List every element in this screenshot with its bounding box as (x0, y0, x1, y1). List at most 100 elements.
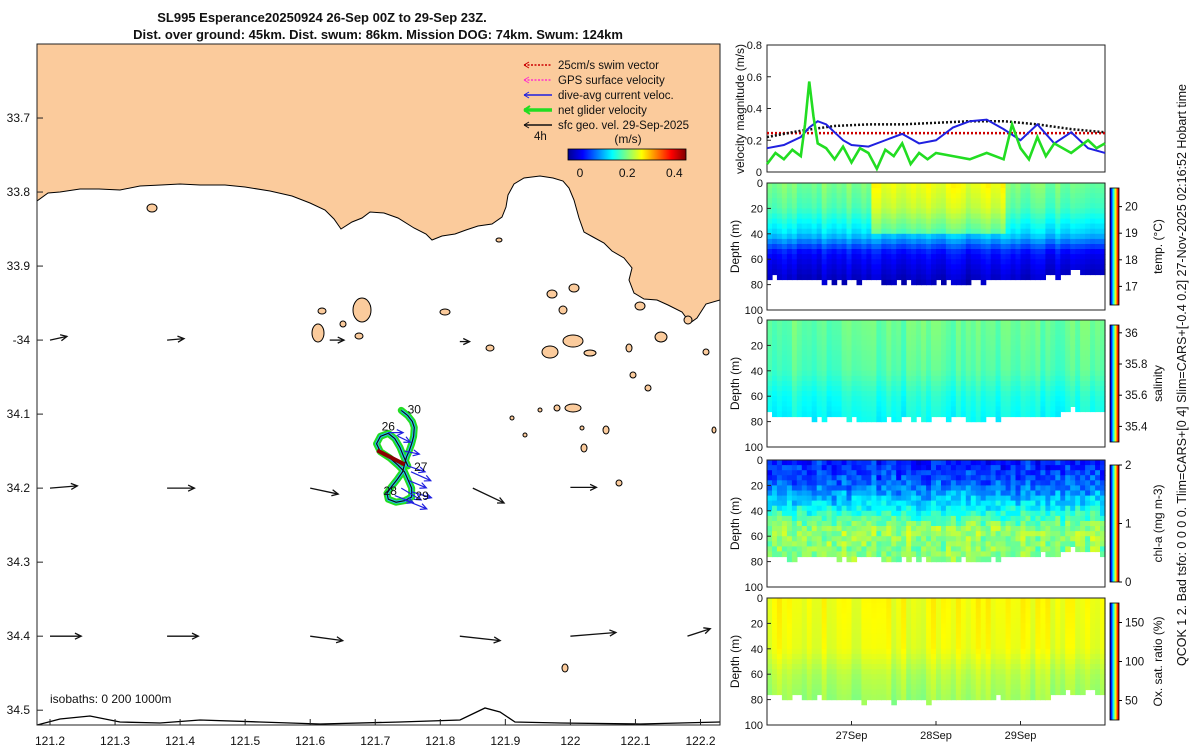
chla_section-cell (796, 510, 803, 517)
temperature_section-cell (926, 193, 932, 199)
oxygen_section-cell (776, 679, 783, 685)
temperature_section-cell (856, 238, 863, 245)
chla_section-cell (851, 495, 858, 502)
chla_section-cell (1025, 510, 1032, 517)
chla_section-cell (891, 556, 897, 563)
temperature_section-cell (916, 269, 922, 276)
temperature_section-cell (936, 264, 942, 270)
temperature_section-cell (965, 274, 972, 281)
oxygen_section-cell (901, 643, 907, 650)
temperature_section-cell (1055, 254, 1061, 260)
salinity_section-cell (1090, 350, 1096, 357)
salinity_section-cell (846, 350, 853, 357)
temperature_section-cell (796, 228, 803, 235)
chla_section-cell (921, 541, 927, 547)
oxygen_section-cell (871, 669, 877, 675)
chla_section-cell (1050, 480, 1056, 486)
chla_section-cell (871, 485, 877, 492)
temperature_section-cell (1010, 183, 1017, 189)
temperature_section-cell (1085, 218, 1091, 225)
salinity_section-cell (1025, 381, 1032, 387)
chla_section-cell (846, 526, 853, 532)
salinity_section-cell (841, 401, 848, 407)
temperature_section-cell (1065, 198, 1071, 204)
chla_section-cell (985, 460, 992, 466)
temperature_section-cell (1045, 193, 1051, 199)
chla_section-cell (856, 551, 863, 558)
chla_section-cell (826, 515, 833, 522)
temperature_section-cell (1010, 223, 1017, 230)
oxygen_section-cell (786, 664, 793, 670)
chla_section-cell (1065, 531, 1071, 537)
temperature_section-cell (1020, 269, 1027, 276)
temperature_section-cell (831, 259, 838, 265)
salinity_section-cell (796, 406, 803, 413)
temperature_section-cell (772, 223, 778, 230)
temperature_section-colorbar-tick-label: 17 (1125, 281, 1138, 293)
temperature_section-cell (921, 203, 927, 209)
salinity_section-cell (1090, 360, 1096, 367)
chla_section-cell (821, 531, 828, 537)
temperature_section-cell (990, 208, 997, 215)
chla_section-cell (791, 480, 798, 486)
temperature_section-cell (926, 274, 932, 281)
salinity_section-profile-column (1025, 320, 1032, 418)
salinity_section-cell (821, 320, 828, 326)
salinity_section-cell (796, 391, 803, 397)
chla_section-cell (871, 510, 877, 517)
chla_section-cell (1045, 541, 1051, 547)
chla_section-cell (876, 510, 882, 517)
temperature_section-cell (955, 279, 962, 286)
salinity_section-cell (906, 340, 912, 346)
temperature_section-cell (1070, 188, 1076, 194)
temperature_section-cell (990, 203, 997, 209)
salinity_section-cell (886, 411, 892, 418)
salinity_section-cell (772, 365, 778, 372)
oxygen_section-profile-column (886, 598, 892, 701)
chla_section-cell (965, 546, 972, 553)
temperature_section-cell (846, 183, 853, 189)
salinity_section-cell (776, 411, 783, 418)
chla_section-cell (871, 505, 877, 512)
temperature_section-cell (960, 279, 967, 286)
salinity_section-cell (821, 391, 828, 397)
chla_section-cell (1075, 546, 1081, 553)
temperature_section-cell (1030, 228, 1036, 235)
chla_section-cell (811, 515, 818, 522)
temperature_section-cell (846, 223, 853, 230)
temperature_section-cell (776, 244, 783, 250)
salinity_section-cell (856, 416, 863, 423)
chla_section-cell (1000, 480, 1007, 486)
chla_section-cell (846, 521, 853, 527)
temperature_section-cell (816, 218, 823, 225)
salinity_section-cell (851, 365, 858, 372)
oxygen_section-cell (906, 684, 912, 691)
salinity_section-cell (1070, 396, 1076, 402)
salinity_section-cell (1025, 401, 1032, 407)
salinity_section-cell (1100, 406, 1106, 413)
temperature_section-cell (901, 213, 907, 220)
temperature_section-profile-column (985, 183, 992, 281)
chla_section-cell (990, 536, 997, 542)
chla_section-cell (776, 485, 783, 492)
chla_section-profile-column (1065, 460, 1071, 553)
temperature_section-cell (995, 238, 1002, 245)
salinity_section-cell (1050, 411, 1056, 418)
chla_section-cell (1005, 526, 1012, 532)
temperature_section-cell (945, 269, 952, 276)
temperature_section-cell (945, 259, 952, 265)
salinity_section-cell (816, 365, 823, 372)
salinity_section-cell (901, 386, 907, 392)
temperature_section-cell (1015, 183, 1022, 189)
salinity_section-cell (1010, 330, 1017, 336)
chla_section-cell (1065, 460, 1071, 466)
salinity_section-cell (1035, 375, 1041, 382)
salinity_section-cell (816, 396, 823, 402)
chla_section-cell (1035, 500, 1041, 507)
salinity_section-cell (861, 386, 867, 392)
salinity_section-cell (772, 381, 778, 387)
chla_section-cell (871, 475, 877, 481)
chla_section-cell (781, 480, 788, 486)
temperature_section-cell (970, 203, 977, 209)
chla_section-cell (921, 490, 927, 497)
